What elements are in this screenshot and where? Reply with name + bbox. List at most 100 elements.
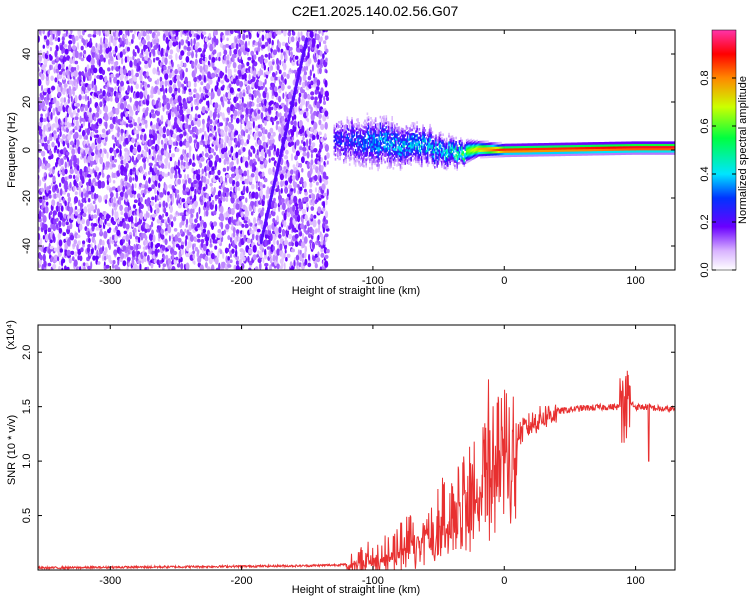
noise-cell xyxy=(213,49,217,54)
noise-cell xyxy=(89,107,92,113)
noise-cell xyxy=(169,149,172,154)
noise-cell xyxy=(152,48,156,57)
signal-cell xyxy=(385,115,388,118)
noise-cell xyxy=(135,91,140,99)
noise-cell xyxy=(60,205,64,212)
noise-cell xyxy=(287,85,291,90)
noise-cell xyxy=(175,210,178,215)
noise-cell xyxy=(198,74,202,81)
noise-cell xyxy=(156,169,160,177)
noise-cell xyxy=(151,38,154,45)
noise-cell xyxy=(83,89,86,94)
noise-cell xyxy=(193,243,196,248)
noise-cell xyxy=(38,179,42,187)
noise-cell xyxy=(175,189,180,194)
noise-cell xyxy=(151,229,154,236)
noise-cell xyxy=(59,55,64,59)
noise-cell xyxy=(146,30,150,35)
noise-cell xyxy=(152,67,157,75)
signal-cell xyxy=(341,122,344,126)
noise-cell xyxy=(299,44,303,50)
noise-cell xyxy=(48,185,52,190)
noise-cell xyxy=(136,154,142,160)
noise-cell xyxy=(175,52,178,61)
noise-cell xyxy=(257,139,262,146)
noise-cell xyxy=(149,30,153,34)
noise-cell xyxy=(236,102,240,109)
noise-cell xyxy=(111,155,115,161)
noise-cell xyxy=(250,173,255,178)
noise-cell xyxy=(40,113,43,118)
noise-cell xyxy=(122,185,126,193)
noise-cell xyxy=(115,73,120,78)
noise-cell xyxy=(162,263,167,268)
noise-cell xyxy=(263,177,268,183)
noise-cell xyxy=(43,260,47,268)
noise-cell xyxy=(241,119,245,124)
noise-cell xyxy=(235,249,238,258)
noise-cell xyxy=(103,255,107,261)
noise-cell xyxy=(61,267,64,270)
noise-cell xyxy=(58,220,62,228)
noise-cell xyxy=(242,256,246,262)
noise-cell xyxy=(75,35,79,41)
noise-cell xyxy=(125,233,130,242)
noise-cell xyxy=(167,191,170,196)
noise-cell xyxy=(155,57,160,61)
noise-cell xyxy=(64,48,69,55)
noise-cell xyxy=(313,121,318,130)
noise-cell xyxy=(262,257,265,264)
noise-cell xyxy=(109,187,113,194)
noise-cell xyxy=(180,60,184,68)
noise-cell xyxy=(79,52,83,57)
noise-cell xyxy=(55,100,60,108)
noise-cell xyxy=(84,104,89,112)
noise-cell xyxy=(288,46,293,51)
noise-cell xyxy=(276,181,280,186)
noise-cell xyxy=(101,69,106,76)
noise-cell xyxy=(108,41,111,48)
noise-cell xyxy=(304,224,307,229)
noise-cell xyxy=(190,234,194,242)
noise-cell xyxy=(64,121,68,126)
noise-cell xyxy=(143,44,149,50)
noise-cell xyxy=(229,259,233,264)
noise-cell xyxy=(272,218,276,223)
signal-cell xyxy=(370,117,372,120)
noise-cell xyxy=(82,240,86,245)
noise-cell xyxy=(147,187,152,192)
noise-cell xyxy=(173,250,178,256)
noise-cell xyxy=(93,134,97,139)
noise-cell xyxy=(177,95,182,103)
noise-cell xyxy=(311,30,314,32)
noise-cell xyxy=(144,63,149,69)
noise-cell xyxy=(325,48,329,53)
noise-cell xyxy=(167,195,170,203)
noise-cell xyxy=(144,228,148,234)
signal-cell xyxy=(374,117,377,120)
noise-cell xyxy=(143,133,147,141)
noise-cell xyxy=(62,133,66,140)
noise-cell xyxy=(59,248,63,253)
noise-cell xyxy=(166,129,171,136)
noise-cell xyxy=(164,57,168,65)
noise-cell xyxy=(237,110,240,117)
noise-cell xyxy=(106,97,111,102)
noise-cell xyxy=(232,227,236,234)
noise-cell xyxy=(148,77,152,83)
noise-cell xyxy=(136,265,139,270)
noise-cell xyxy=(194,188,197,195)
noise-cell xyxy=(74,60,79,65)
noise-cell xyxy=(246,61,250,67)
noise-cell xyxy=(105,264,110,269)
noise-cell xyxy=(89,97,92,105)
noise-cell xyxy=(324,110,329,117)
noise-cell xyxy=(156,218,161,224)
noise-cell xyxy=(299,163,303,168)
noise-cell xyxy=(101,172,105,178)
noise-cell xyxy=(84,146,89,154)
noise-cell xyxy=(85,262,89,268)
noise-cell xyxy=(109,155,113,163)
noise-cell xyxy=(94,129,99,134)
noise-cell xyxy=(129,60,133,68)
